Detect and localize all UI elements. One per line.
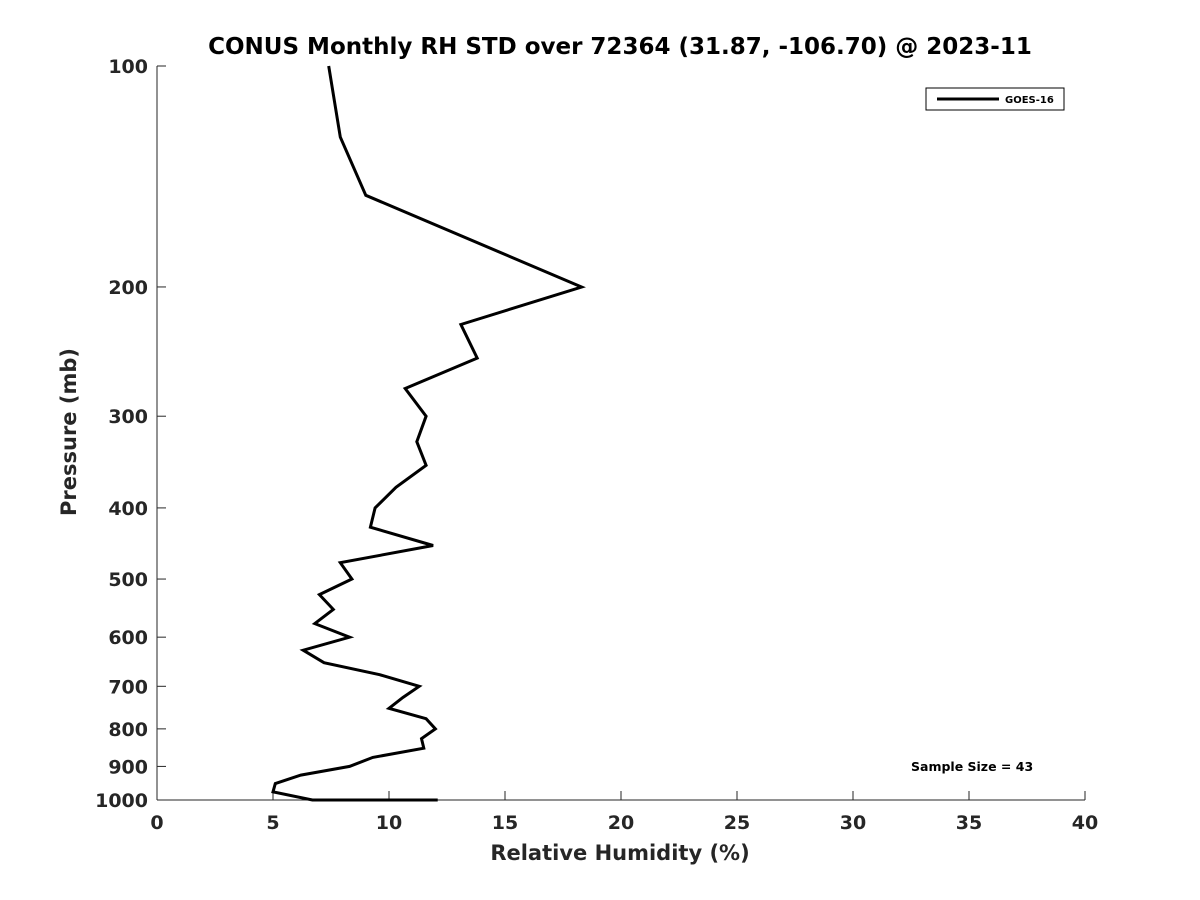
y-tick-label: 100 <box>108 56 148 78</box>
sample-size-annotation: Sample Size = 43 <box>911 759 1033 774</box>
y-tick-label: 700 <box>108 676 148 698</box>
x-axis: 0 5 10 15 20 25 30 35 40 <box>150 791 1098 834</box>
x-tick-label: 0 <box>150 812 163 834</box>
y-tick-label: 400 <box>108 498 148 520</box>
x-tick-label: 15 <box>492 812 518 834</box>
y-tick-label: 1000 <box>95 790 148 812</box>
x-tick-label: 5 <box>266 812 279 834</box>
y-tick-label: 900 <box>108 756 148 778</box>
x-tick-label: 10 <box>376 812 402 834</box>
x-tick-label: 25 <box>724 812 750 834</box>
y-tick-label: 300 <box>108 406 148 428</box>
legend-label: GOES-16 <box>1005 95 1054 106</box>
x-tick-label: 20 <box>608 812 634 834</box>
legend: GOES-16 <box>925 87 1065 111</box>
chart-title: CONUS Monthly RH STD over 72364 (31.87, … <box>208 34 1032 60</box>
y-tick-label: 600 <box>108 627 148 649</box>
y-tick-label: 800 <box>108 719 148 741</box>
series-layer <box>271 65 586 802</box>
y-tick-label: 500 <box>108 569 148 591</box>
y-tick-label: 200 <box>108 277 148 299</box>
plot-frame <box>156 66 1085 801</box>
y-axis: 100 200 300 400 500 600 700 800 900 1000 <box>95 56 166 812</box>
x-axis-label: Relative Humidity (%) <box>490 841 749 865</box>
series-line-goes-16 <box>271 65 586 802</box>
x-tick-label: 30 <box>840 812 866 834</box>
x-tick-label: 35 <box>956 812 982 834</box>
y-axis-label: Pressure (mb) <box>57 348 81 516</box>
x-tick-label: 40 <box>1072 812 1098 834</box>
